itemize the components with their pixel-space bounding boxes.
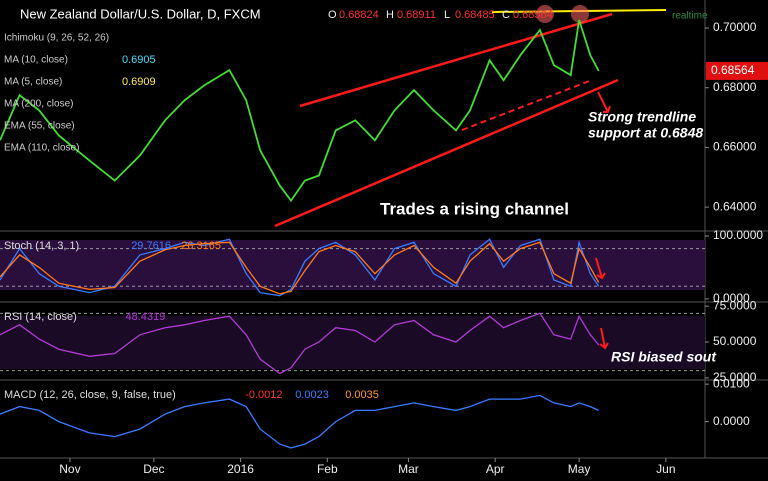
y-tick-label: 0.0000 <box>713 291 750 305</box>
ohlc-label: O <box>328 9 337 21</box>
indicator-value: 0.6905 <box>122 54 156 66</box>
series-line <box>0 394 599 449</box>
y-tick-label: 0.68000 <box>713 80 757 94</box>
series-line <box>0 241 600 295</box>
ohlc-label: C <box>502 9 510 21</box>
pane-title: New Zealand Dollar/U.S. Dollar, D, FXCM <box>20 6 261 21</box>
x-tick-label: Jun <box>656 462 675 476</box>
ohlc-value: 0.68824 <box>339 9 379 21</box>
x-tick-label: Dec <box>143 462 164 476</box>
y-tick-label: 50.0000 <box>713 334 757 348</box>
x-tick-label: Nov <box>59 462 80 476</box>
x-tick-label: Apr <box>486 462 505 476</box>
x-tick-label: Feb <box>317 462 338 476</box>
y-tick-label: 100.0000 <box>713 228 763 242</box>
annotation: Strong trendline <box>588 109 696 125</box>
pane-title: Stoch (14, 3, 1) <box>4 240 79 252</box>
readout: -0.0012 <box>245 389 282 401</box>
readout: 48.4319 <box>126 311 166 323</box>
annotation: support at 0.6848 <box>588 125 703 141</box>
annotation: RSI biased sout <box>611 349 717 365</box>
indicator-label: EMA (110, close) <box>4 143 79 154</box>
readout: 0.0023 <box>295 389 329 401</box>
ohlc-value: 0.68911 <box>397 9 436 21</box>
last-price: 0.68564 <box>711 63 755 77</box>
series-line <box>0 19 600 203</box>
y-tick-label: 0.0000 <box>713 414 750 428</box>
y-tick-label: 0.0100 <box>713 376 750 390</box>
stoch-band <box>0 240 705 290</box>
y-tick-label: 0.64000 <box>713 199 757 213</box>
x-tick-label: May <box>568 462 591 476</box>
x-tick-label: 2016 <box>227 462 254 476</box>
indicator-label: MA (5, close) <box>4 77 62 88</box>
y-tick-label: 75.0000 <box>713 298 757 312</box>
last-price-box <box>706 61 768 80</box>
ohlc-value: 0.68564 <box>513 9 553 21</box>
indicator-label: Ichimoku (9, 26, 52, 26) <box>4 33 109 44</box>
y-tick-label: 0.66000 <box>713 140 757 154</box>
channel-drawings <box>274 5 667 350</box>
x-tick-label: Mar <box>398 462 419 476</box>
realtime: realtime <box>672 11 708 22</box>
rsi-band <box>0 316 705 369</box>
series-line <box>0 238 600 297</box>
y-tick-label: 0.70000 <box>713 20 757 34</box>
ohlc-value: 0.68485 <box>455 9 495 21</box>
pane-title: RSI (14, close) <box>4 311 77 323</box>
annotation: Trades a rising channel <box>380 199 569 218</box>
ohlc-label: L <box>444 9 450 21</box>
indicator-value: 0.6909 <box>122 76 156 88</box>
readout: 29.7616 <box>131 240 171 252</box>
indicator-label: MA (10, close) <box>4 55 68 66</box>
series-line <box>0 312 600 375</box>
ohlc-label: H <box>386 9 394 21</box>
indicator-label: MA (200, close) <box>4 99 73 110</box>
y-tick-label: 25.0000 <box>713 370 757 384</box>
readout: 26.3165 <box>181 240 221 252</box>
readout: 0.0035 <box>345 389 379 401</box>
pane-borders <box>0 0 768 459</box>
pane-title: MACD (12, 26, close, 9, false, true) <box>4 389 176 401</box>
indicator-label: EMA (55, close) <box>4 121 75 132</box>
